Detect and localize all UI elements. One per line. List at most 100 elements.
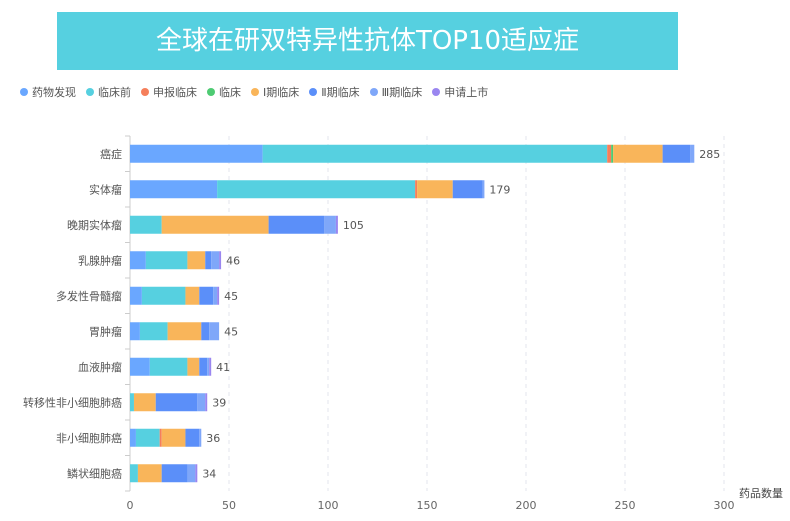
bar-segment (205, 251, 212, 270)
data-label: 179 (489, 183, 510, 196)
data-label: 105 (343, 219, 364, 232)
bar-segment (130, 251, 146, 270)
legend-marker (86, 88, 94, 96)
bar-segment (161, 215, 269, 234)
bar-segment (217, 180, 416, 199)
bar-segment (161, 464, 188, 483)
y-tick-label: 晚期实体瘤 (67, 218, 122, 232)
bar-segment (130, 393, 134, 412)
bar-segment (217, 286, 220, 305)
bar-segment (155, 393, 198, 412)
bar-segment (167, 322, 202, 341)
bar-segment (130, 464, 138, 483)
legend-label: 申报临床 (153, 86, 197, 99)
legend-label: Ⅱ期临床 (321, 86, 360, 99)
legend-label: 申请上市 (444, 86, 489, 99)
legend-item[interactable]: Ⅰ期临床 (251, 84, 299, 100)
bar-segment (145, 251, 188, 270)
legend-item[interactable]: 申报临床 (141, 84, 197, 100)
data-label: 46 (226, 254, 240, 267)
bar-segment (197, 393, 206, 412)
bar-segment (262, 144, 608, 163)
bar-segment (417, 180, 453, 199)
bar-segment (187, 464, 196, 483)
legend-marker (369, 88, 378, 96)
y-tick-label: 血液肿瘤 (78, 360, 122, 374)
bar-segment (415, 180, 418, 199)
bar-segment (482, 180, 485, 199)
y-tick-label: 转移性非小细胞肺癌 (23, 395, 122, 409)
legend-item[interactable]: 申请上市 (432, 84, 488, 100)
bar-segment (199, 357, 208, 376)
x-tick-label: 100 (318, 499, 339, 512)
bar-segment (159, 428, 162, 447)
bar-segment (201, 322, 210, 341)
bar-segment (130, 286, 142, 305)
x-tick-label: 50 (222, 499, 236, 512)
bar-segment (213, 286, 218, 305)
legend-marker (251, 88, 259, 96)
bar-segment (135, 428, 160, 447)
bar-segment (452, 180, 483, 199)
bar-segment (209, 322, 220, 341)
bar-segment (141, 286, 186, 305)
bar-segment (690, 144, 695, 163)
bar-segment (130, 180, 218, 199)
bar-segment (185, 428, 200, 447)
chart-title: 全球在研双特异性抗体TOP10适应症 (57, 12, 678, 70)
data-label: 45 (224, 290, 238, 303)
data-label: 34 (202, 467, 216, 480)
y-tick-label: 癌症 (100, 147, 122, 161)
bar-segment (130, 215, 162, 234)
bar-segment (199, 428, 202, 447)
y-tick-label: 乳腺肿瘤 (78, 253, 122, 267)
legend-item[interactable]: Ⅱ期临床 (309, 84, 360, 100)
x-tick-label: 150 (417, 499, 438, 512)
legend-item[interactable]: 药物发现 (20, 84, 76, 100)
legend-item[interactable]: 临床 (207, 84, 241, 100)
legend-marker (20, 88, 28, 96)
bar-segment (130, 144, 263, 163)
y-tick-label: 鳞状细胞癌 (67, 466, 122, 480)
legend-marker (309, 88, 318, 96)
data-label: 39 (212, 396, 226, 409)
x-tick-label: 250 (615, 499, 636, 512)
bar-segment (209, 357, 212, 376)
data-label: 41 (216, 361, 230, 374)
bar-segment (130, 428, 136, 447)
bar-segment (139, 322, 168, 341)
data-label: 36 (206, 432, 220, 445)
bar-segment (130, 357, 150, 376)
legend-label: 临床 (219, 86, 241, 99)
legend: 药物发现 临床前 申报临床 临床 Ⅰ期临床 Ⅱ期临床 Ⅲ期临床 申请上市 (20, 84, 488, 100)
bar-segment (324, 215, 336, 234)
bar-segment (607, 144, 612, 163)
bar-segment (613, 144, 663, 163)
bar-segment (611, 144, 614, 163)
bar-segment (137, 464, 162, 483)
bar-segment (185, 286, 200, 305)
bar-segment (207, 357, 210, 376)
legend-label: 药物发现 (32, 86, 76, 99)
bar-segment (133, 393, 156, 412)
legend-item[interactable]: 临床前 (86, 84, 131, 100)
y-tick-label: 胃肿瘤 (89, 324, 122, 338)
bar-segment (268, 215, 325, 234)
bar-segment (199, 286, 214, 305)
bar-segment (219, 251, 222, 270)
x-tick-label: 200 (516, 499, 537, 512)
data-label: 45 (224, 325, 238, 338)
bar-segment (195, 464, 198, 483)
legend-marker (207, 88, 215, 96)
x-axis-label: 药品数量 (739, 487, 783, 500)
legend-item[interactable]: Ⅲ期临床 (369, 84, 423, 100)
y-tick-label: 多发性骨髓瘤 (56, 289, 122, 303)
y-tick-label: 非小细胞肺癌 (56, 431, 122, 445)
bar-segment (130, 322, 140, 341)
legend-label: Ⅲ期临床 (381, 86, 423, 99)
bar-segment (149, 357, 188, 376)
bar-segment (662, 144, 691, 163)
legend-marker (141, 88, 149, 96)
